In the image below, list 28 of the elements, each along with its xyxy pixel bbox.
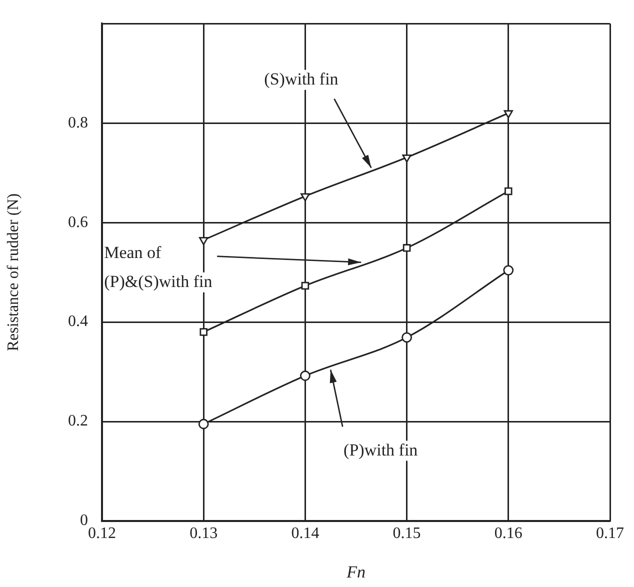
point xyxy=(402,154,412,163)
point xyxy=(200,328,208,336)
y-tick-label: 0.6 xyxy=(68,214,88,231)
x-tick-label: 0.14 xyxy=(291,524,320,542)
x-tick-label: 0.16 xyxy=(494,524,522,542)
point xyxy=(402,332,412,343)
annotation: Mean of (P)&(S)with fin xyxy=(104,242,213,291)
y-axis-title: Resistance of rudder (N) xyxy=(4,193,22,352)
y-tick-label: 0.8 xyxy=(68,114,88,132)
x-tick-label: 0.15 xyxy=(392,524,421,542)
point xyxy=(300,370,310,381)
point xyxy=(300,193,310,202)
x-tick-label: 0.17 xyxy=(596,524,624,542)
x-tick-label: 0.13 xyxy=(190,524,218,542)
x-tick-label: 0.12 xyxy=(88,524,116,542)
annotation: (P)with fin xyxy=(344,440,418,460)
point xyxy=(504,110,513,118)
x-axis-title: Fn xyxy=(346,562,366,582)
y-tick-label: 0 xyxy=(80,512,88,530)
y-tick-label: 0.2 xyxy=(68,412,88,430)
point xyxy=(504,187,512,196)
point xyxy=(402,244,411,252)
y-tick-label: 0.4 xyxy=(68,313,88,330)
point xyxy=(503,265,514,276)
annotation: (S)with fin xyxy=(264,69,339,88)
point xyxy=(198,418,209,430)
point xyxy=(301,282,310,290)
point xyxy=(199,237,208,246)
